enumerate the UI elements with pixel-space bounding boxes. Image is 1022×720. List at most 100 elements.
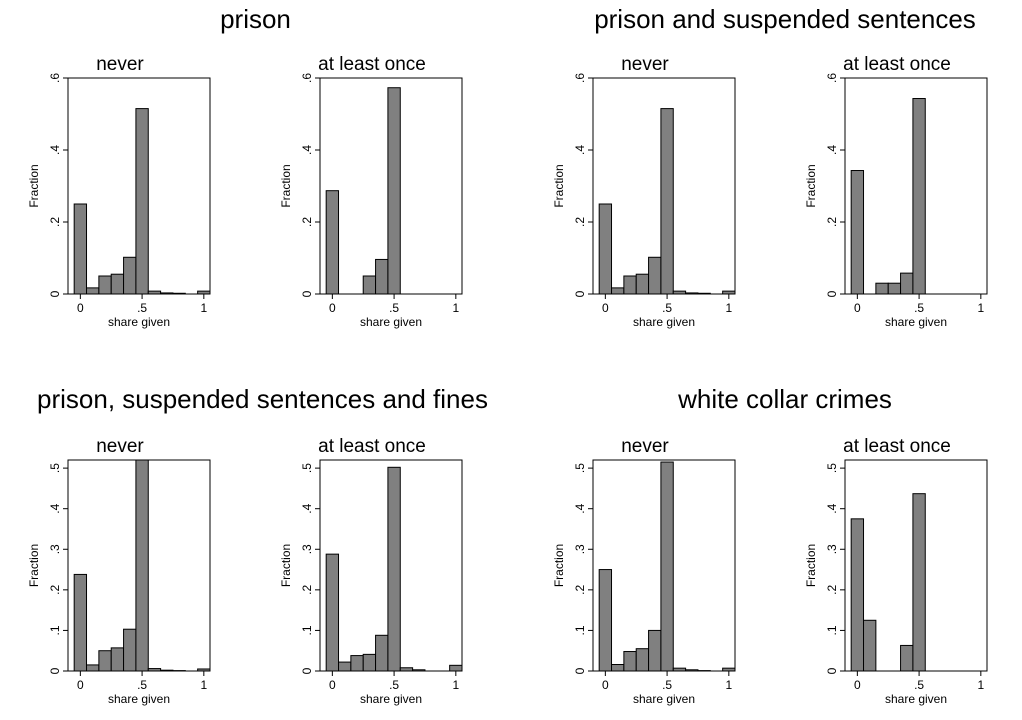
histogram-bar	[98, 650, 112, 672]
y-axis-label: Fraction	[804, 164, 818, 207]
histogram-bar	[197, 290, 211, 295]
histogram-bar	[73, 573, 88, 672]
y-axis-label: Fraction	[552, 544, 566, 587]
panel-title: at least once	[843, 436, 951, 457]
chart-group-white-collar-crimes: white collar crimes never 0 .1 .2 .3 .4 .5 0 .5…	[525, 380, 1022, 720]
histogram-svg: 0 .1 .2 .3 .4 .5 0 .5 1 share given Fraction	[552, 459, 736, 706]
histogram-bar	[350, 655, 364, 672]
x-tick-label: 0	[77, 678, 84, 692]
histogram-bar	[362, 653, 377, 672]
histogram-bar	[635, 648, 650, 672]
x-tick-label: .5	[662, 301, 672, 315]
histogram-bar	[623, 651, 637, 672]
histogram-bar	[135, 459, 149, 672]
y-tick-label: .4	[300, 145, 314, 155]
group-title: prison and suspended sentences	[594, 4, 976, 34]
histogram-panel-never: never 0 .1 .2 .3 .4 .5 0 .5 1 share given Fraction	[545, 434, 745, 719]
chart-group-prison-suspended-sentences-and-fines: prison, suspended sentences and fines ne…	[0, 380, 525, 720]
y-tick-label: .3	[48, 544, 62, 554]
histogram-bar	[73, 203, 88, 295]
x-tick-label: 1	[977, 678, 984, 692]
histogram-bar	[147, 668, 162, 672]
histogram-bar	[86, 664, 100, 672]
histogram-bar	[338, 661, 352, 672]
y-axis-label: Fraction	[27, 164, 41, 207]
x-tick-label: .5	[662, 678, 672, 692]
x-axis-label: share given	[885, 692, 947, 706]
histogram-bar	[900, 644, 914, 672]
y-tick-label: .4	[48, 145, 62, 155]
y-tick-label: .4	[48, 503, 62, 513]
y-tick-label: .5	[300, 463, 314, 473]
y-tick-label: 0	[825, 667, 839, 674]
histogram-bar	[912, 98, 926, 295]
histogram-panel-never: never 0 .1 .2 .3 .4 .5 0 .5 1 share given Fraction	[20, 434, 220, 719]
x-axis-label: share given	[108, 692, 170, 706]
histogram-panel-at-least-once: at least once 0 .2 .4 .6 0 .5 1 share given Frac…	[272, 52, 472, 342]
x-axis-label: share given	[360, 315, 422, 329]
histogram-bar	[362, 275, 377, 295]
y-tick-label: .2	[825, 217, 839, 227]
panel-title: at least once	[318, 54, 426, 75]
x-tick-label: 1	[200, 301, 207, 315]
panel-title: never	[621, 436, 669, 457]
x-tick-label: 1	[725, 678, 732, 692]
y-tick-label: .5	[573, 463, 587, 473]
histogram-bar	[850, 518, 865, 672]
histogram-panel-never: never 0 .2 .4 .6 0 .5 1 share given Fraction	[20, 52, 220, 342]
histogram-bar	[123, 256, 137, 295]
histogram-bar	[863, 619, 877, 672]
histogram-bar	[325, 553, 340, 672]
histogram-bar	[110, 647, 125, 672]
x-tick-label: 0	[854, 301, 861, 315]
histogram-bar	[660, 108, 674, 295]
y-tick-label: .1	[300, 625, 314, 635]
y-tick-label: .2	[48, 217, 62, 227]
histogram-bar	[399, 667, 414, 672]
y-tick-label: 0	[573, 667, 587, 674]
y-tick-label: .4	[300, 503, 314, 513]
histogram-bar	[611, 287, 625, 295]
histogram-bar	[660, 461, 674, 672]
x-tick-label: .5	[914, 301, 924, 315]
y-tick-label: .4	[573, 503, 587, 513]
group-title: prison, suspended sentences and fines	[37, 384, 488, 414]
y-axis-label: Fraction	[279, 164, 293, 207]
y-tick-label: .2	[300, 217, 314, 227]
histogram-svg: 0 .1 .2 .3 .4 .5 0 .5 1 share given Fraction	[804, 459, 988, 706]
x-tick-label: 0	[329, 678, 336, 692]
x-tick-label: 1	[977, 301, 984, 315]
y-tick-label: .2	[573, 217, 587, 227]
y-tick-label: .3	[573, 544, 587, 554]
chart-group-prison: prison never 0 .2 .4 .6 0 .5 1 share given Fract…	[0, 0, 511, 360]
y-tick-label: .6	[573, 73, 587, 83]
chart-group-prison-and-suspended-sentences: prison and suspended sentences never 0 .2…	[525, 0, 1022, 360]
x-tick-label: 0	[329, 301, 336, 315]
x-axis-label: share given	[633, 692, 695, 706]
group-title: white collar crimes	[678, 384, 892, 414]
y-tick-label: .1	[573, 625, 587, 635]
y-tick-label: .2	[825, 585, 839, 595]
histogram-bar	[875, 282, 889, 295]
histogram-bar	[598, 203, 613, 295]
x-tick-label: 0	[77, 301, 84, 315]
y-tick-label: 0	[573, 290, 587, 297]
histogram-bar	[387, 466, 401, 672]
histogram-bar	[635, 273, 650, 295]
panel-title: at least once	[843, 54, 951, 75]
x-tick-label: 0	[854, 678, 861, 692]
y-axis-label: Fraction	[279, 544, 293, 587]
histogram-bar	[722, 667, 736, 672]
histogram-panel-at-least-once: at least once 0 .1 .2 .3 .4 .5 0 .5 1 share given…	[272, 434, 472, 719]
y-tick-label: 0	[48, 667, 62, 674]
histogram-bar	[110, 273, 125, 295]
panel-title: at least once	[318, 436, 426, 457]
y-tick-label: 0	[825, 290, 839, 297]
x-tick-label: 1	[452, 301, 459, 315]
histogram-bar	[375, 634, 389, 672]
group-title: prison	[220, 4, 291, 34]
histogram-bar	[648, 256, 662, 295]
histogram-bar	[160, 292, 174, 295]
histogram-panel-at-least-once: at least once 0 .2 .4 .6 0 .5 1 share given Frac…	[797, 52, 997, 342]
histogram-bar	[449, 664, 463, 672]
